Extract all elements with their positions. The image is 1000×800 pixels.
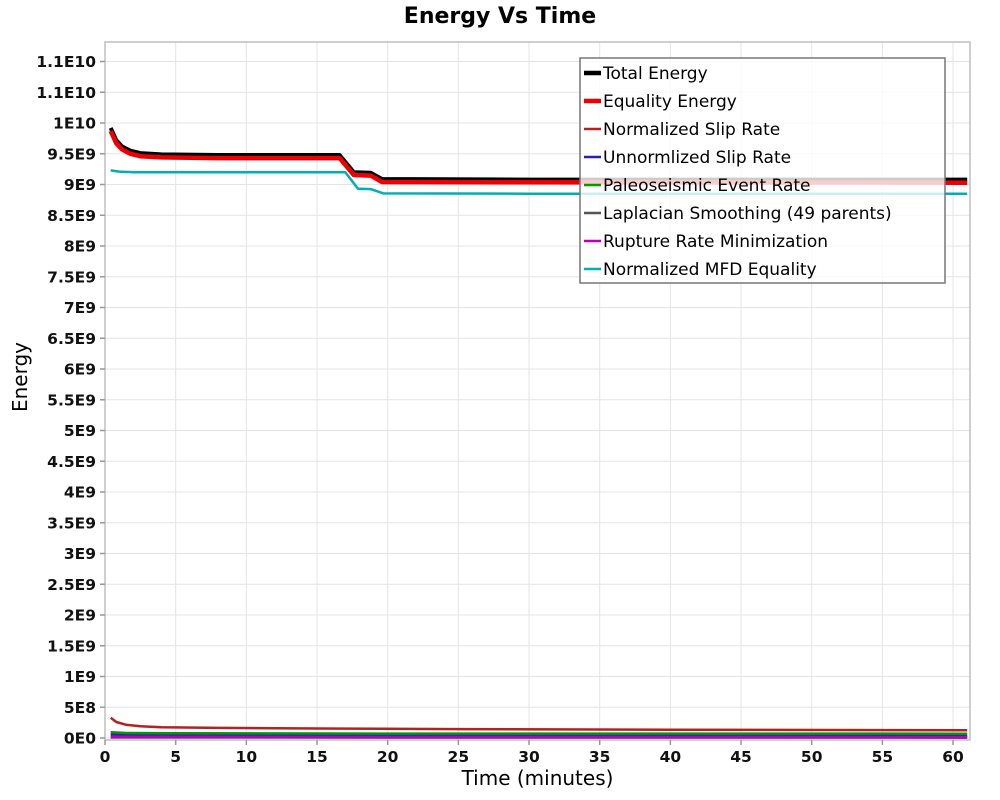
legend-label: Normalized MFD Equality xyxy=(603,260,817,280)
legend-label: Equality Energy xyxy=(603,92,737,112)
x-axis-title: Time (minutes) xyxy=(461,766,614,790)
x-tick-label: 10 xyxy=(236,748,258,766)
y-tick-label: 1E9 xyxy=(64,668,96,686)
x-tick-label: 60 xyxy=(942,748,964,766)
y-tick-label: 6E9 xyxy=(64,361,96,379)
series-line-normalized-slip-rate xyxy=(109,716,968,732)
y-tick-label: 3.5E9 xyxy=(47,514,96,532)
y-tick-label: 8E9 xyxy=(64,238,96,256)
series-line-rupture-rate-minimization xyxy=(110,735,968,739)
legend-label: Laplacian Smoothing (49 parents) xyxy=(603,204,892,224)
series-line-normalized-mfd-equality xyxy=(110,169,968,195)
legend-label: Total Energy xyxy=(602,64,708,84)
y-tick-label: 5E8 xyxy=(64,699,96,717)
y-tick-label: 7E9 xyxy=(64,299,96,317)
series-line-unnormlized-slip-rate xyxy=(110,733,968,737)
y-tick-label: 1.5E9 xyxy=(47,637,96,655)
y-tick-label: 5.5E9 xyxy=(47,391,96,409)
x-tick-label: 30 xyxy=(518,748,540,766)
y-tick-label: 6.5E9 xyxy=(47,330,96,348)
series-line-equality-energy xyxy=(108,130,968,185)
y-tick-label: 5E9 xyxy=(64,422,96,440)
x-tick-label: 5 xyxy=(170,748,181,766)
y-tick-label: 2E9 xyxy=(64,607,96,625)
x-tick-label: 45 xyxy=(730,748,752,766)
y-tick-label: 0E0 xyxy=(64,730,96,748)
legend-label: Unnormlized Slip Rate xyxy=(603,148,791,168)
chart-title: Energy Vs Time xyxy=(403,4,597,29)
x-tick-label: 20 xyxy=(377,748,399,766)
y-tick-label: 1.1E10 xyxy=(36,84,96,102)
x-tick-label: 35 xyxy=(589,748,611,766)
x-tick-label: 50 xyxy=(801,748,823,766)
x-tick-label: 40 xyxy=(660,748,682,766)
y-tick-label: 9.5E9 xyxy=(47,145,96,163)
x-tick-label: 15 xyxy=(306,748,328,766)
series-line-paleoseismic-event-rate xyxy=(110,730,968,735)
y-tick-label: 4.5E9 xyxy=(47,453,96,471)
y-tick-label: 8.5E9 xyxy=(47,207,96,225)
y-tick-label: 3E9 xyxy=(64,545,96,563)
y-tick-label: 9E9 xyxy=(64,176,96,194)
x-tick-label: 0 xyxy=(100,748,111,766)
y-tick-label: 1E10 xyxy=(53,115,96,133)
x-tick-label: 55 xyxy=(872,748,894,766)
y-tick-label: 7.5E9 xyxy=(47,268,96,286)
legend-box xyxy=(579,57,946,284)
legend-label: Normalized Slip Rate xyxy=(603,120,780,140)
y-tick-label: 1.1E10 xyxy=(36,53,96,71)
y-tick-label: 4E9 xyxy=(64,484,96,502)
y-tick-label: 2.5E9 xyxy=(47,576,96,594)
legend-label: Paleoseismic Event Rate xyxy=(603,176,811,196)
plot-border xyxy=(104,41,971,741)
legend-label: Rupture Rate Minimization xyxy=(603,232,828,252)
x-tick-label: 25 xyxy=(448,748,470,766)
